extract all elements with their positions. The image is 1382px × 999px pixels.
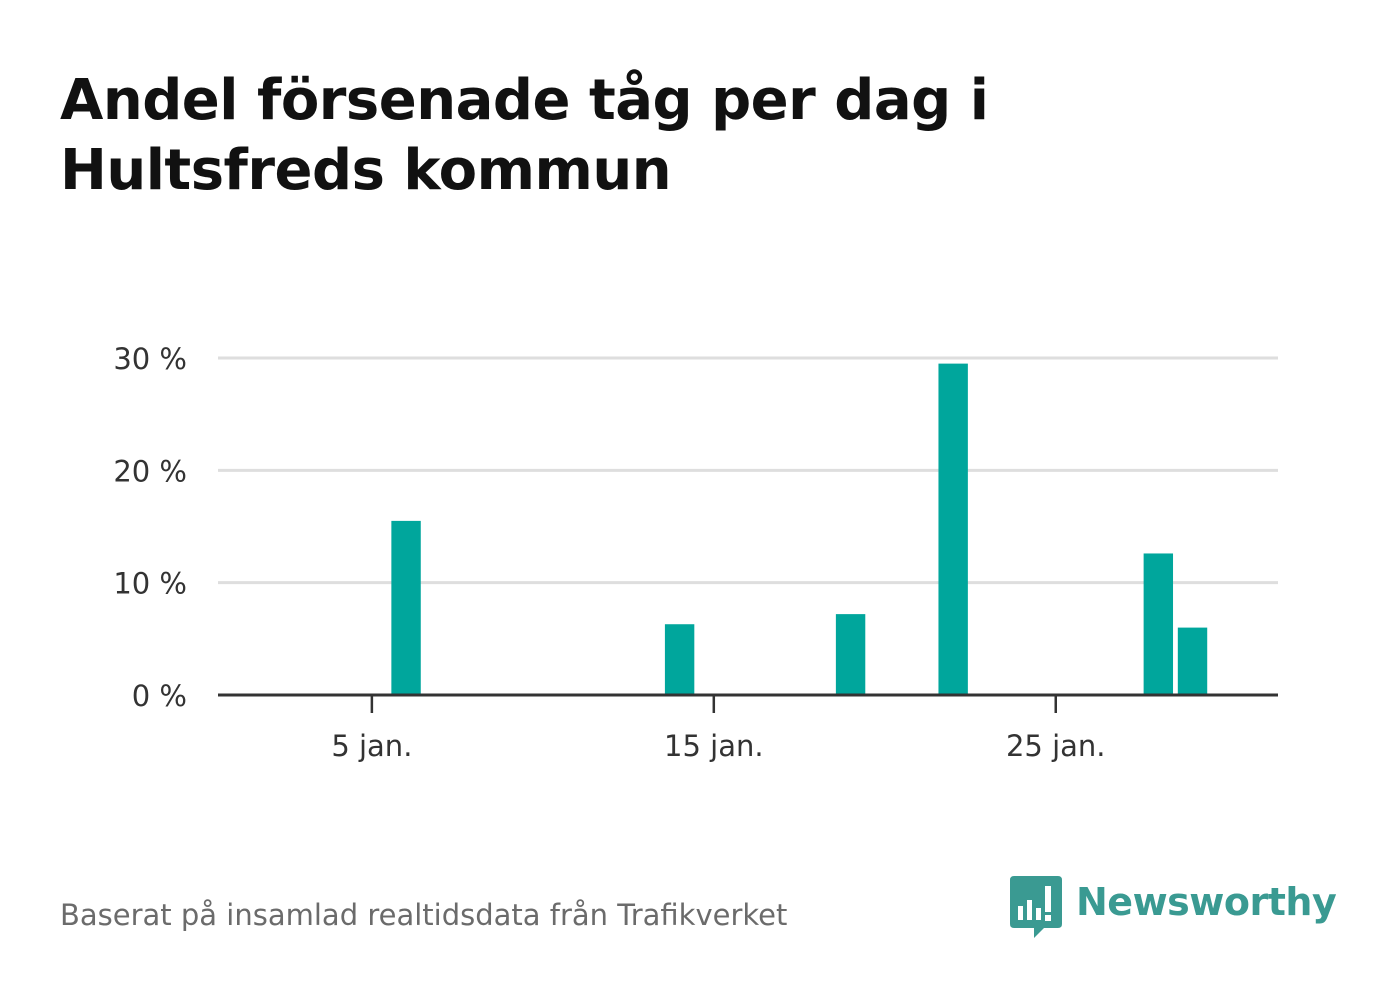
axes bbox=[218, 693, 1278, 713]
bar bbox=[938, 363, 968, 695]
y-tick-label: 30 % bbox=[113, 342, 187, 376]
gridlines bbox=[218, 356, 1278, 585]
x-tick-label: 15 jan. bbox=[664, 729, 764, 763]
chart-title: Andel försenade tåg per dag i Hultsfreds… bbox=[60, 68, 989, 203]
y-tick-label: 0 % bbox=[132, 679, 187, 713]
bar bbox=[835, 614, 866, 695]
bar bbox=[391, 520, 421, 695]
brand-name: Newsworthy bbox=[1076, 880, 1337, 924]
source-note: Baserat på insamlad realtidsdata från Tr… bbox=[60, 898, 788, 932]
brand-logo: Newsworthy bbox=[1010, 876, 1337, 940]
bar-chart-speech-bubble-icon bbox=[1010, 876, 1062, 938]
bar bbox=[1143, 553, 1174, 695]
x-tick-label: 5 jan. bbox=[331, 729, 412, 763]
bar bbox=[664, 624, 695, 695]
y-tick-label: 10 % bbox=[113, 567, 187, 601]
y-tick-label: 20 % bbox=[113, 454, 187, 488]
x-tick-label: 25 jan. bbox=[1006, 729, 1106, 763]
bar bbox=[1177, 627, 1208, 695]
bars bbox=[391, 363, 1208, 695]
tick-labels: 0 % 10 % 20 % 30 % 5 jan. 15 jan. 25 jan. bbox=[113, 342, 1105, 763]
bar-chart: 0 % 10 % 20 % 30 % 5 jan. 15 jan. 25 jan. bbox=[113, 342, 1278, 763]
